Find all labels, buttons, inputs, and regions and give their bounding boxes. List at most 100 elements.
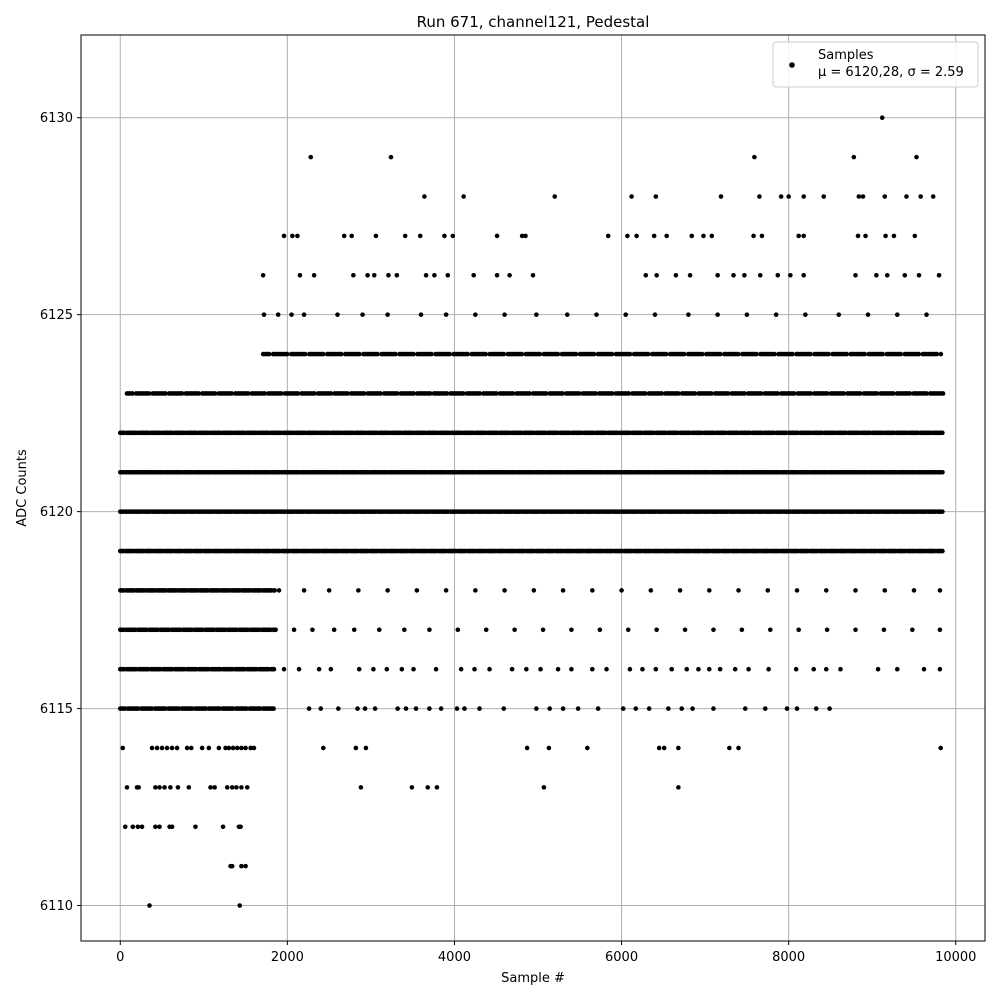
sample-point [796,233,801,239]
sample-point [918,194,923,199]
sample-point [473,588,478,593]
sample-point [417,233,423,239]
sample-point [860,194,866,199]
legend-label-series: Samples [818,48,874,63]
sample-point [394,272,400,278]
sample-point [853,627,858,633]
sample-point [175,785,181,790]
sample-point [736,588,741,593]
sample-point [216,745,222,751]
sample-point [902,272,908,278]
sample-point [609,391,615,396]
sample-point [402,627,407,633]
sample-point [371,272,377,278]
y-tick-label: 6115 [40,702,73,717]
sample-point [153,824,158,830]
sample-point [462,706,467,711]
legend: Samples μ = 6120,28, σ = 2.59 [772,41,979,88]
sample-point [318,706,324,711]
sample-point [914,154,919,160]
sample-point [765,588,771,593]
y-tick-label: 6110 [40,899,73,914]
sample-point [731,272,736,278]
sample-point [677,588,683,593]
sample-point [385,588,390,593]
sample-point [604,666,609,672]
sample-point [569,627,574,633]
sample-point [251,745,257,751]
sample-point [882,588,888,593]
sample-point [311,272,317,278]
sample-point [502,588,507,593]
sample-point [736,351,741,357]
sample-point [653,666,659,672]
sample-point [656,745,662,751]
sample-point [284,351,290,357]
sample-point [910,627,915,633]
sample-point [239,745,244,751]
sample-point [751,233,756,239]
sample-point [824,627,830,633]
sample-point [378,391,383,396]
sample-point [757,194,762,199]
x-tick-label: 8000 [772,950,805,965]
sample-point [355,706,360,711]
sample-point [188,745,194,751]
sample-point [418,312,424,317]
sample-point [590,666,595,672]
sample-point [523,233,528,239]
sample-point [465,351,470,357]
sample-point [938,745,944,751]
sample-point [271,706,276,711]
sample-point [801,233,806,239]
sample-point [823,588,829,593]
sample-point [361,391,367,396]
sample-point [524,745,530,751]
sample-point [627,666,633,672]
sample-point [879,115,885,121]
sample-point [212,391,218,396]
sample-point [206,745,212,751]
sample-point [684,666,690,672]
sample-point [162,785,167,790]
sample-point [689,233,695,239]
sample-point [310,627,315,633]
y-tick-label: 6120 [40,505,73,520]
sample-point [855,233,861,239]
sample-point [826,351,831,357]
sample-point [356,666,362,672]
points-layer [117,115,946,908]
sample-point [821,194,827,199]
sample-point [916,272,922,278]
sample-point [445,272,451,278]
sample-point [555,351,561,357]
sample-point [527,391,532,396]
sample-point [372,706,378,711]
sample-point [375,351,380,357]
sample-point [163,391,168,396]
sample-point [239,863,244,869]
sample-point [788,272,793,278]
sample-point [940,469,945,475]
sample-point [297,272,303,278]
sample-point [654,627,659,633]
sample-point [244,785,250,790]
sample-point [357,351,362,357]
sample-point [402,233,408,239]
sample-point [676,745,681,751]
legend-label-stats: μ = 6120,28, σ = 2.59 [818,65,964,80]
sample-point [682,627,688,633]
sample-point [560,706,566,711]
sample-point [243,745,248,751]
sample-point [744,312,750,317]
sample-point [742,272,747,278]
sample-point [894,666,900,672]
sample-point [653,194,659,199]
sample-point [619,588,624,593]
sample-point [422,194,427,199]
sample-point [477,706,482,711]
sample-point [411,351,416,357]
sample-point [302,351,308,357]
sample-point [186,785,192,790]
